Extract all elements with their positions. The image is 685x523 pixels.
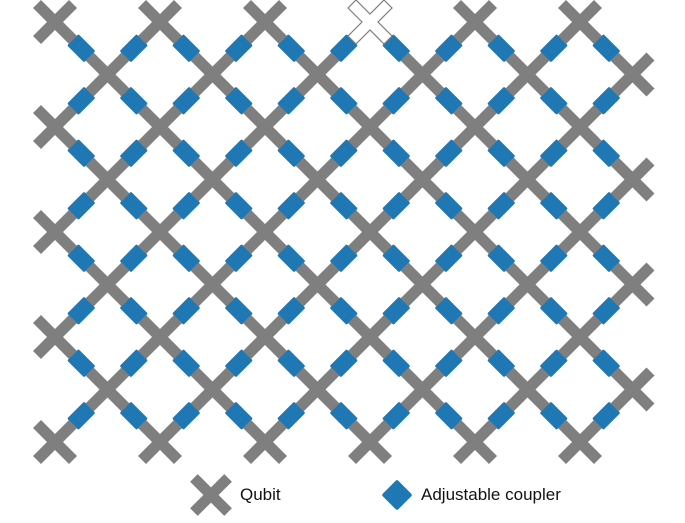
qubit [85, 262, 130, 307]
qubit [348, 420, 392, 464]
qubit [295, 367, 340, 412]
qubit [558, 210, 602, 254]
qubit [33, 0, 77, 44]
qubit [243, 315, 287, 359]
qubit [348, 315, 392, 359]
qubits-layer [33, 0, 655, 464]
qubit [453, 420, 497, 464]
qubit [33, 105, 77, 149]
qubit [295, 262, 340, 307]
qubit [138, 210, 182, 254]
qubit [610, 262, 655, 307]
qubit [138, 105, 182, 149]
qubit [348, 105, 392, 149]
qubit [558, 105, 602, 149]
qubit [505, 157, 550, 202]
qubit [243, 105, 287, 149]
qubit [85, 157, 130, 202]
qubit [190, 52, 235, 97]
legend-coupler-label: Adjustable coupler [421, 485, 561, 504]
qubit [243, 420, 287, 464]
legend-qubit-x-cross-icon [190, 474, 232, 516]
qubit [85, 367, 130, 412]
qubit [138, 315, 182, 359]
qubit [558, 315, 602, 359]
qubit [453, 105, 497, 149]
qubit [505, 52, 550, 97]
qubit [243, 210, 287, 254]
qubit [453, 210, 497, 254]
qubit [33, 210, 77, 254]
qubit [295, 52, 340, 97]
qubit [190, 262, 235, 307]
qubit [33, 315, 77, 359]
legend-qubit-label: Qubit [240, 485, 281, 504]
qubit [610, 157, 655, 202]
qubit [400, 157, 445, 202]
qubit [453, 315, 497, 359]
legend-icons [190, 474, 412, 516]
qubit [453, 0, 497, 44]
qubit [190, 367, 235, 412]
missing-qubit [347, 0, 393, 45]
qubit [400, 262, 445, 307]
qubit [558, 0, 602, 44]
qubit [33, 420, 77, 464]
legend-coupler-diamond-icon [382, 480, 412, 510]
qubit [348, 210, 392, 254]
qubit [295, 157, 340, 202]
qubit [505, 367, 550, 412]
qubit [505, 262, 550, 307]
qubit [190, 157, 235, 202]
qubit [243, 0, 287, 44]
qubit [138, 0, 182, 44]
qubit [558, 420, 602, 464]
qubit [85, 52, 130, 97]
qubit [138, 420, 182, 464]
qubit [400, 367, 445, 412]
qubit [610, 52, 655, 97]
qubit [400, 52, 445, 97]
qubit [610, 367, 655, 412]
